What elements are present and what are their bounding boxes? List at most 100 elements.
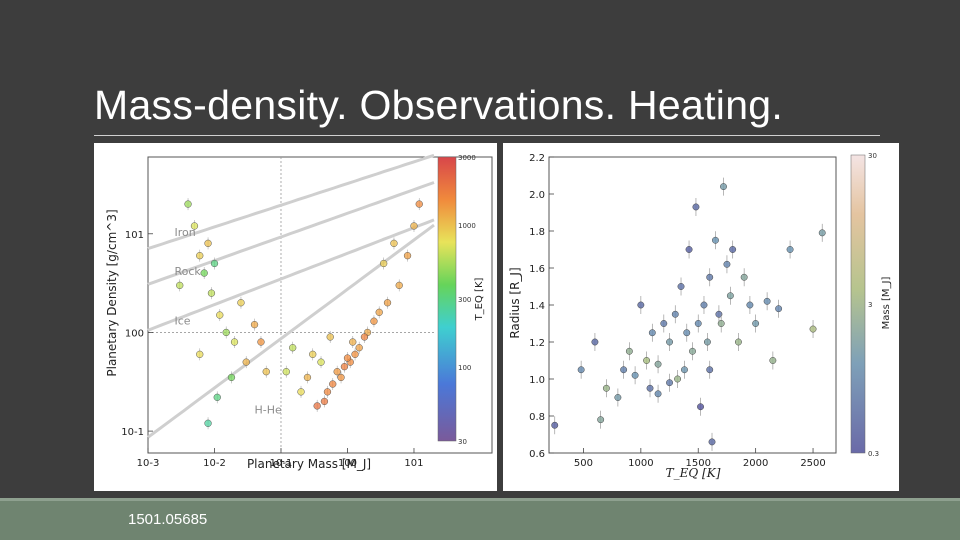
y-tick-label: 0.8 — [529, 412, 545, 423]
x-tick-label: 100 — [338, 458, 357, 469]
colorbar-label: Mass [M_J] — [881, 277, 892, 330]
data-point — [763, 297, 771, 305]
data-point — [577, 366, 585, 374]
slide-title: Mass-density. Observations. Heating. — [94, 82, 784, 128]
x-tick-label: 101 — [404, 458, 423, 469]
colorbar-tick-label: 30 — [458, 438, 467, 446]
radius-temperature-chart: 500 1000 1500 2000 2500 0.6 0.8 1.0 1.2 1.4 1.6 1.… — [503, 143, 899, 491]
data-point — [370, 317, 378, 325]
data-point — [196, 350, 204, 358]
data-point — [625, 347, 633, 355]
curve-label: H-He — [255, 404, 283, 417]
footer-stripe — [0, 498, 960, 501]
data-point — [210, 259, 219, 268]
data-point — [351, 350, 359, 358]
data-point — [204, 239, 212, 247]
data-point — [703, 338, 711, 346]
data-point — [216, 311, 224, 319]
mass-density-chart: Iron Rock Ice H-He 10-3 10-2 10-1 100 101 10-1 1… — [94, 143, 497, 491]
data-point — [213, 393, 221, 401]
data-point — [717, 320, 725, 327]
data-point — [752, 320, 760, 327]
data-point — [746, 301, 754, 309]
y-tick-label: 2.0 — [529, 190, 545, 201]
y-tick-label: 1.2 — [529, 338, 545, 349]
curve-label: Ice — [174, 315, 190, 328]
data-point — [692, 203, 700, 211]
data-point — [685, 246, 693, 253]
colorbar-tick-label: 0.3 — [868, 450, 879, 458]
colorbar-tick-label: 100 — [458, 364, 471, 372]
y-tick-label: 1.4 — [529, 301, 545, 312]
data-point — [383, 299, 392, 307]
y-tick-label: 101 — [125, 230, 144, 241]
x-tick-label: 10-3 — [137, 458, 160, 469]
colorbar-tick-label: 3 — [868, 301, 872, 309]
data-point — [697, 403, 704, 411]
data-point — [222, 328, 230, 337]
iron-curve — [147, 153, 435, 251]
data-point — [282, 368, 290, 376]
x-tick-label: 1500 — [686, 458, 711, 469]
data-point — [333, 368, 341, 376]
data-point — [360, 333, 369, 341]
x-tick-label: 10-2 — [203, 458, 226, 469]
data-point — [340, 363, 349, 371]
data-point — [204, 419, 212, 427]
data-point — [666, 338, 673, 346]
ice-curve — [147, 218, 435, 332]
y-tick-labels: 10-1 100 101 — [121, 230, 153, 438]
data-point — [648, 329, 656, 337]
data-point — [317, 358, 325, 366]
data-point — [723, 260, 731, 268]
data-point — [689, 347, 696, 355]
data-point — [320, 397, 329, 406]
data-point — [237, 299, 245, 307]
x-tick-label: 2000 — [743, 458, 768, 469]
data-point — [631, 371, 639, 379]
data-point — [196, 252, 204, 260]
data-point — [740, 273, 748, 281]
mass-colorbar — [850, 154, 866, 454]
data-point — [671, 310, 679, 318]
data-point — [677, 283, 685, 290]
data-point — [313, 402, 321, 410]
data-point — [242, 358, 250, 366]
data-point — [694, 320, 702, 327]
data-point — [775, 305, 783, 313]
data-point — [410, 222, 418, 230]
data-point — [176, 281, 184, 290]
data-point — [591, 338, 599, 346]
y-tick-labels: 0.6 0.8 1.0 1.2 1.4 1.6 1.8 2.0 2.2 — [529, 153, 554, 460]
x-tick-labels: 10-3 10-2 10-1 100 101 — [137, 448, 424, 469]
data-point — [726, 292, 734, 300]
y-tick-label: 10-1 — [121, 427, 144, 438]
y-tick-label: 100 — [125, 328, 144, 339]
curve-label: Rock — [174, 265, 201, 278]
data-point — [769, 357, 777, 364]
y-tick-label: 2.2 — [529, 153, 545, 164]
data-point — [403, 252, 412, 260]
data-point — [390, 239, 398, 247]
data-point — [230, 338, 239, 346]
data-point — [643, 357, 651, 364]
data-point — [602, 384, 610, 392]
data-point — [227, 373, 236, 382]
data-point — [337, 373, 345, 382]
data-point — [700, 301, 708, 309]
data-point — [637, 301, 645, 309]
data-point — [681, 366, 688, 374]
data-point — [380, 259, 388, 268]
data-point — [200, 269, 208, 277]
y-tick-label: 0.6 — [529, 449, 545, 460]
y-tick-label: 1.0 — [529, 375, 545, 386]
data-point — [683, 329, 691, 337]
data-point — [706, 366, 714, 374]
data-point — [654, 390, 662, 398]
data-point — [355, 344, 363, 352]
data-point — [620, 366, 628, 374]
data-point — [597, 416, 605, 424]
plot-frame — [548, 156, 837, 454]
y-axis-label: Planetary Density [g/cm^3] — [105, 209, 119, 376]
